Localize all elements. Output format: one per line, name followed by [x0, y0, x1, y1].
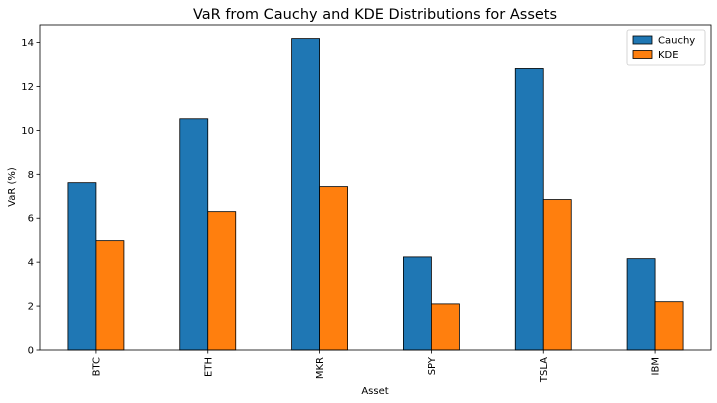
bar-kde-tsla: [542, 199, 572, 351]
y-tick-label-12: 12: [21, 82, 34, 93]
bar-cauchy-ibm: [626, 258, 656, 351]
x-tick-label-btc: BTC: [91, 357, 102, 376]
bar-cauchy-tsla: [514, 68, 544, 351]
bar-cauchy-eth: [179, 118, 209, 351]
bar-kde-spy: [431, 303, 460, 351]
y-tick-label-2: 2: [28, 302, 34, 313]
bar-kde-eth: [207, 211, 237, 351]
y-tick-label-8: 8: [28, 170, 34, 181]
y-tick-label-10: 10: [21, 126, 34, 137]
x-axis-label: Asset: [361, 386, 388, 397]
legend: Cauchy KDE: [626, 29, 706, 66]
axes-frame: [39, 24, 712, 351]
chart-title: VaR from Cauchy and KDE Distributions fo…: [193, 7, 557, 23]
y-tick-label-6: 6: [28, 214, 34, 225]
legend-swatch-kde: [632, 50, 653, 59]
bar-kde-ibm: [654, 301, 684, 351]
bar-cauchy-btc: [67, 182, 97, 351]
legend-label-kde: KDE: [658, 50, 679, 61]
y-tick-label-0: 0: [28, 346, 34, 357]
x-tick-label-tsla: TSLA: [539, 357, 550, 383]
x-tick-label-ibm: IBM: [651, 357, 662, 375]
x-tick-label-eth: ETH: [203, 357, 214, 377]
x-tick-label-spy: SPY: [427, 356, 438, 375]
bar-cauchy-mkr: [291, 38, 320, 351]
bar-cauchy-spy: [403, 256, 432, 351]
y-axis-label: VaR (%): [7, 167, 18, 207]
y-tick-label-4: 4: [28, 258, 34, 269]
y-tick-label-14: 14: [21, 38, 34, 49]
plot-area: 0 2 4 6 8 10 12 14 BTC ETH MKR SPY TSLA IBM: [21, 24, 712, 383]
x-tick-label-mkr: MKR: [315, 357, 326, 379]
bar-kde-btc: [95, 240, 125, 351]
bar-kde-mkr: [319, 186, 348, 351]
legend-label-cauchy: Cauchy: [658, 36, 695, 47]
legend-swatch-cauchy: [632, 35, 653, 45]
